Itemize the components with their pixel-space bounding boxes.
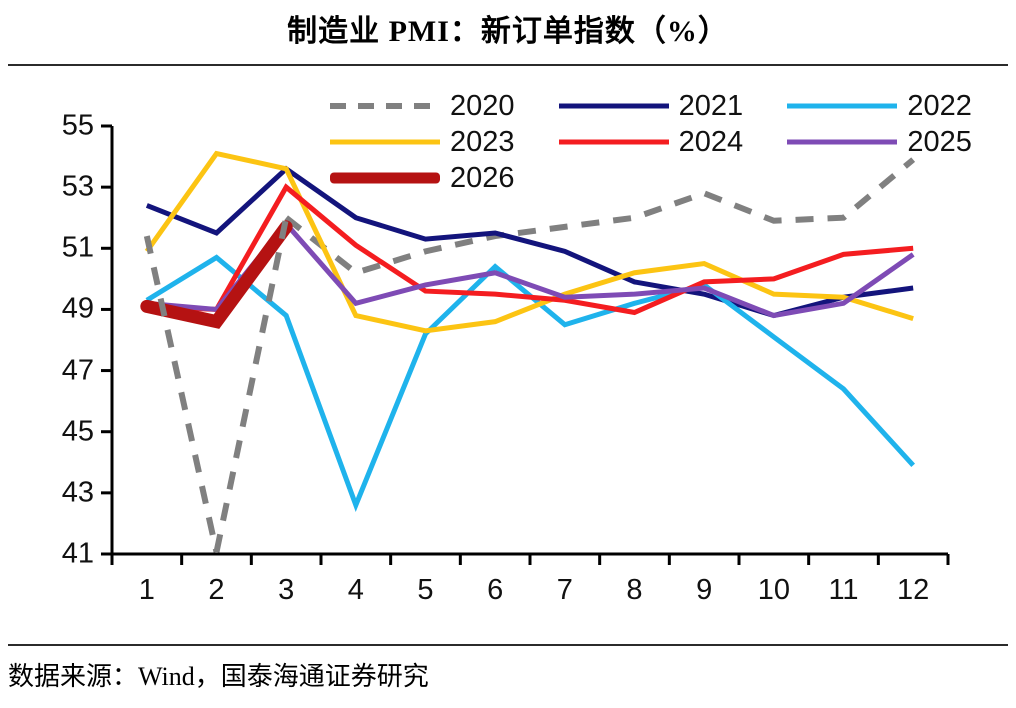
x-axis-tick-label: 2 <box>208 574 225 606</box>
legend-item-2025: 2025 <box>787 125 1016 159</box>
series-line-2024 <box>146 183 914 316</box>
series-line-2023 <box>144 150 914 334</box>
x-axis-tick-label: 5 <box>417 574 434 606</box>
series-line-2026 <box>140 220 293 329</box>
legend-label: 2025 <box>907 125 972 158</box>
x-axis-tick-label: 9 <box>696 574 713 606</box>
y-axis-tick-label: 47 <box>61 354 94 387</box>
legend-label: 2024 <box>678 125 744 158</box>
y-axis-tick-label: 55 <box>61 109 94 142</box>
x-axis-tick-label: 11 <box>828 574 859 606</box>
axes <box>101 124 950 565</box>
series-line-2020-offscale <box>143 217 290 553</box>
x-axis-tick-label: 3 <box>278 574 295 606</box>
page-title: 制造业 PMI：新订单指数（%） <box>287 15 729 48</box>
legend-label: 2020 <box>450 89 515 122</box>
legend-item-2022: 2022 <box>787 89 1016 123</box>
x-axis-tick-label: 10 <box>757 574 790 606</box>
x-axis-tick-label: 8 <box>626 574 643 606</box>
legend-label: 2026 <box>450 161 515 194</box>
y-axis-tick-label: 53 <box>61 170 94 203</box>
line-chart-svg <box>101 124 950 565</box>
legend-item-2023: 2023 <box>330 125 559 159</box>
x-axis-tick-label: 6 <box>487 574 504 606</box>
chart-legend: 2020 2021 2022 2023 2024 2025 2026 <box>330 88 1016 196</box>
legend-item-2026: 2026 <box>330 161 559 195</box>
x-axis-tick-label: 1 <box>138 574 155 606</box>
divider-top <box>8 64 1008 66</box>
y-axis-tick-label: 49 <box>61 292 94 325</box>
legend-label: 2021 <box>678 89 744 122</box>
x-axis-tick-label: 4 <box>347 574 364 606</box>
legend-label: 2023 <box>450 125 515 158</box>
chart-plot-area: 1 2 3 4 5 6 7 8 9 10 11 12 55 53 51 49 47 45 43 41 <box>0 80 1016 606</box>
legend-item-2021: 2021 <box>558 89 788 123</box>
legend-item-2024: 2024 <box>558 125 788 159</box>
y-axis-tick-label: 41 <box>61 537 94 570</box>
x-axis-tick-label: 12 <box>897 574 930 606</box>
x-axis-tick-label: 7 <box>556 574 573 606</box>
series-line-2020 <box>284 157 916 277</box>
legend-item-2020: 2020 <box>330 89 559 123</box>
y-axis-tick-label: 43 <box>61 476 94 509</box>
divider-bottom <box>8 644 1008 646</box>
y-axis-tick-label: 45 <box>61 415 94 448</box>
legend-label: 2022 <box>907 89 972 122</box>
source-note: 数据来源：Wind，国泰海通证券研究 <box>8 662 429 691</box>
y-axis-tick-label: 51 <box>61 231 94 264</box>
